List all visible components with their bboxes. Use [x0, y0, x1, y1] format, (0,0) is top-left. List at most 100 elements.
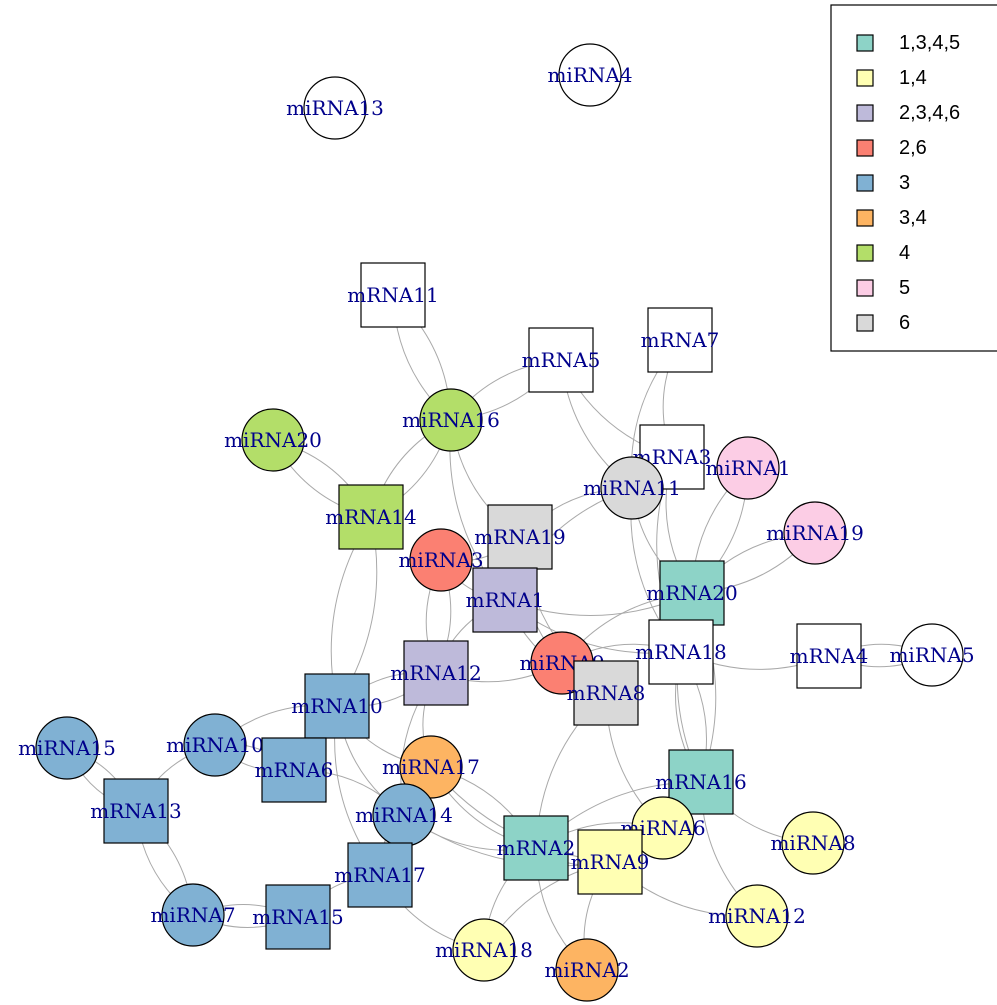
node-label-mRNA8: mRNA8 — [567, 681, 646, 705]
node-shape-miRNA18 — [452, 918, 516, 982]
node-label-mRNA1: mRNA1 — [466, 588, 545, 612]
node-miRNA13: miRNA13 — [286, 76, 384, 140]
node-label-mRNA4: mRNA4 — [790, 644, 869, 668]
node-label-miRNA15: miRNA15 — [18, 736, 116, 760]
node-label-mRNA5: mRNA5 — [522, 348, 601, 372]
node-shape-miRNA16 — [419, 388, 483, 452]
node-miRNA5: miRNA5 — [889, 623, 975, 687]
node-shape-mRNA9 — [577, 829, 643, 895]
legend-swatch — [856, 69, 874, 87]
node-label-miRNA2: miRNA2 — [544, 958, 629, 982]
node-mRNA5: mRNA5 — [522, 327, 601, 393]
node-label-mRNA13: mRNA13 — [90, 799, 181, 823]
node-label-miRNA10: miRNA10 — [166, 733, 264, 757]
node-label-mRNA14: mRNA14 — [325, 505, 416, 529]
legend-item: 1,4 — [856, 67, 927, 89]
node-mRNA15: mRNA15 — [252, 884, 344, 950]
node-miRNA16: miRNA16 — [402, 388, 500, 452]
node-miRNA19: miRNA19 — [766, 501, 864, 565]
node-label-mRNA19: mRNA19 — [474, 525, 565, 549]
legend-label: 2,6 — [899, 137, 927, 159]
node-miRNA17: miRNA17 — [382, 735, 480, 799]
node-label-miRNA5: miRNA5 — [889, 643, 974, 667]
node-miRNA15: miRNA15 — [18, 716, 116, 780]
node-miRNA3: miRNA3 — [398, 528, 484, 592]
node-shape-miRNA5 — [900, 623, 964, 687]
legend-item: 2,3,4,6 — [856, 102, 960, 124]
node-label-miRNA12: miRNA12 — [708, 904, 806, 928]
node-layer: miRNA13miRNA4mRNA11mRNA7mRNA5miRNA16miRN… — [18, 43, 975, 1002]
node-mRNA20: mRNA20 — [646, 560, 738, 626]
node-mRNA12: mRNA12 — [390, 640, 482, 706]
node-shape-mRNA17 — [347, 842, 413, 908]
node-mRNA11: mRNA11 — [347, 262, 439, 328]
node-mRNA17: mRNA17 — [334, 842, 426, 908]
legend-item: 1,3,4,5 — [856, 32, 960, 54]
legend-item: 6 — [856, 312, 910, 334]
node-label-miRNA7: miRNA7 — [150, 903, 235, 927]
node-miRNA2: miRNA2 — [544, 938, 630, 1002]
node-label-miRNA18: miRNA18 — [435, 938, 533, 962]
node-label-mRNA16: mRNA16 — [655, 770, 746, 794]
node-label-miRNA1: miRNA1 — [705, 456, 790, 480]
node-shape-mRNA7 — [647, 307, 713, 373]
node-label-mRNA17: mRNA17 — [334, 863, 425, 887]
node-label-mRNA11: mRNA11 — [347, 283, 438, 307]
node-miRNA10: miRNA10 — [166, 713, 264, 777]
node-shape-mRNA6 — [261, 737, 327, 803]
node-shape-mRNA18 — [648, 619, 714, 685]
node-label-mRNA10: mRNA10 — [291, 694, 382, 718]
node-shape-mRNA1 — [472, 567, 538, 633]
node-mRNA10: mRNA10 — [291, 673, 383, 739]
node-miRNA18: miRNA18 — [435, 918, 533, 982]
legend-swatch — [856, 174, 874, 192]
legend-label: 2,3,4,6 — [899, 102, 960, 124]
node-label-mRNA6: mRNA6 — [255, 758, 334, 782]
node-label-miRNA19: miRNA19 — [766, 521, 864, 545]
node-mRNA8: mRNA8 — [567, 660, 646, 726]
node-shape-mRNA4 — [796, 623, 862, 689]
node-miRNA4: miRNA4 — [547, 43, 633, 107]
node-shape-mRNA8 — [573, 660, 639, 726]
legend: 1,3,4,5 1,4 2,3,4,6 2,6 3 3,4 4 5 6 — [830, 4, 997, 352]
node-shape-miRNA4 — [558, 43, 622, 107]
node-label-mRNA15: mRNA15 — [252, 905, 343, 929]
legend-swatch — [856, 244, 874, 262]
node-shape-miRNA8 — [781, 811, 845, 875]
legend-item: 4 — [856, 242, 910, 264]
node-shape-miRNA7 — [161, 883, 225, 947]
node-label-miRNA3: miRNA3 — [398, 548, 483, 572]
node-mRNA4: mRNA4 — [790, 623, 869, 689]
legend-swatch — [856, 104, 874, 122]
legend-swatch — [856, 34, 874, 52]
legend-label: 5 — [899, 277, 910, 299]
legend-label: 3 — [899, 172, 910, 194]
node-shape-mRNA15 — [265, 884, 331, 950]
node-shape-mRNA14 — [338, 484, 404, 550]
node-shape-miRNA1 — [716, 436, 780, 500]
node-mRNA1: mRNA1 — [466, 567, 545, 633]
node-shape-miRNA11 — [600, 456, 664, 520]
node-miRNA7: miRNA7 — [150, 883, 236, 947]
node-mRNA6: mRNA6 — [255, 737, 334, 803]
node-label-miRNA17: miRNA17 — [382, 755, 480, 779]
node-label-mRNA2: mRNA2 — [497, 836, 576, 860]
node-shape-mRNA5 — [528, 327, 594, 393]
legend-item: 3 — [856, 172, 910, 194]
node-shape-miRNA6 — [631, 796, 695, 860]
node-shape-mRNA2 — [503, 815, 569, 881]
node-label-mRNA7: mRNA7 — [641, 328, 720, 352]
node-label-mRNA20: mRNA20 — [646, 581, 737, 605]
node-shape-mRNA13 — [103, 778, 169, 844]
node-mRNA19: mRNA19 — [474, 504, 566, 570]
node-shape-mRNA10 — [304, 673, 370, 739]
node-shape-miRNA20 — [241, 408, 305, 472]
node-label-miRNA20: miRNA20 — [224, 428, 322, 452]
node-shape-miRNA3 — [409, 528, 473, 592]
node-shape-mRNA12 — [403, 640, 469, 706]
node-miRNA14: miRNA14 — [355, 783, 453, 847]
node-mRNA9: mRNA9 — [571, 829, 649, 895]
legend-label: 6 — [899, 312, 910, 334]
node-label-miRNA16: miRNA16 — [402, 408, 500, 432]
